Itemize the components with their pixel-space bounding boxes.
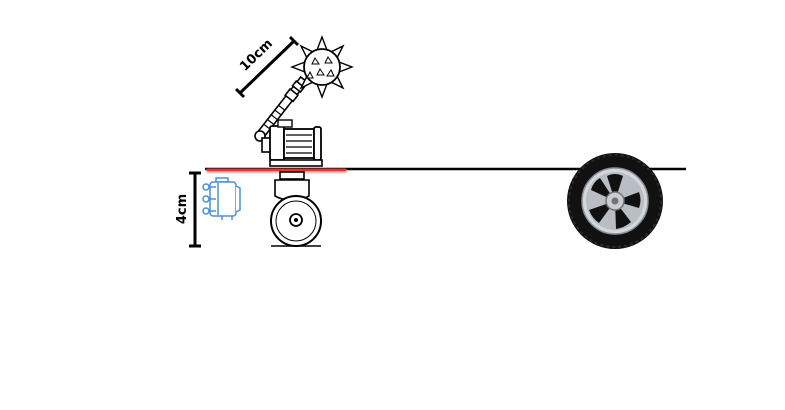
car-tire-icon bbox=[567, 153, 663, 249]
limit-switch-icon bbox=[202, 177, 241, 220]
height-label: 4cm bbox=[175, 194, 190, 224]
laser-highlight bbox=[205, 168, 348, 174]
height-dimension: 4cm bbox=[175, 171, 201, 248]
electric-motor-icon bbox=[261, 119, 323, 167]
length-dimension: 10cm bbox=[234, 35, 300, 99]
spiked-mace-icon bbox=[254, 35, 354, 142]
caster-wheel-icon bbox=[270, 171, 322, 247]
length-label: 10cm bbox=[237, 36, 276, 74]
